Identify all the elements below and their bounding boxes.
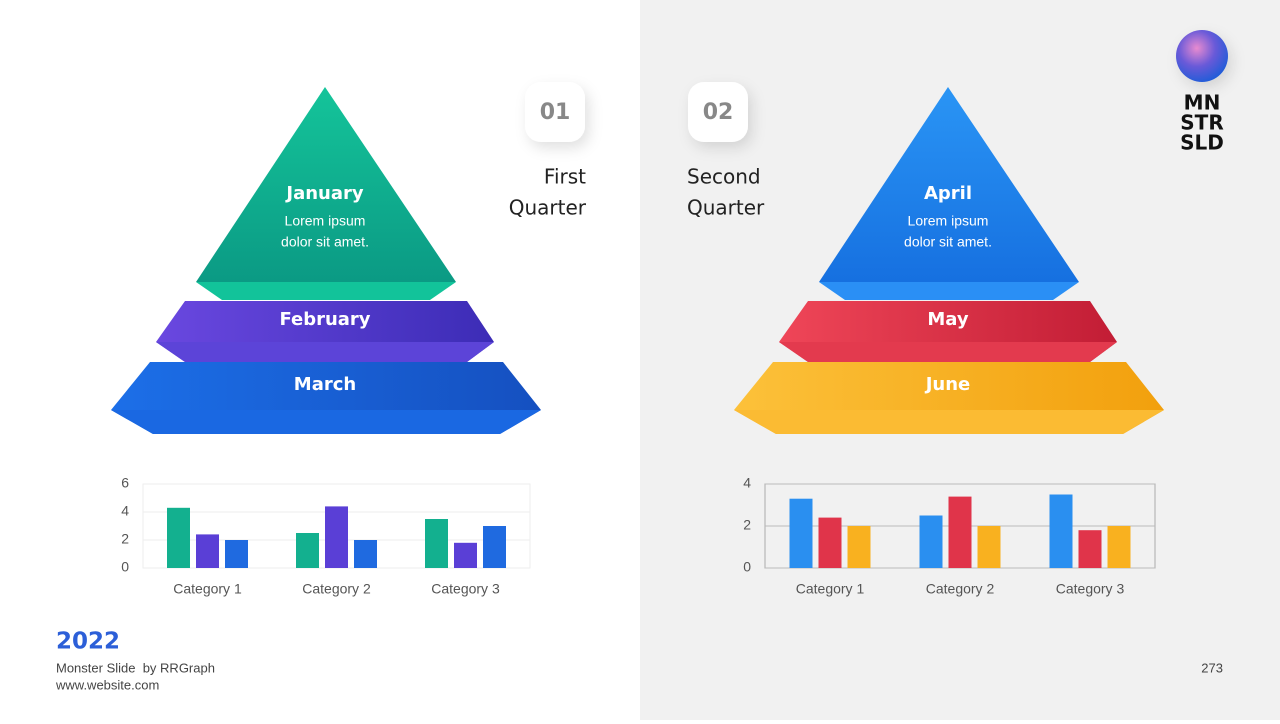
bar: [1049, 494, 1073, 568]
y-tick-label: 2: [121, 531, 129, 547]
pyramid-band-edge: [111, 410, 541, 434]
bar: [225, 540, 248, 568]
pyramid-band-edge: [779, 342, 1117, 362]
y-tick-label: 0: [743, 559, 751, 575]
pyramid-1: January Lorem ipsum dolor sit amet. Febr…: [111, 87, 541, 434]
pyramid-band-edge: [156, 342, 494, 362]
bar: [1107, 526, 1131, 568]
pyramid-band-edge: [734, 410, 1164, 434]
bar: [167, 507, 190, 568]
logo-orb: [1176, 30, 1228, 82]
x-tick-label: Category 2: [302, 581, 371, 597]
bar: [354, 540, 377, 568]
bar: [454, 542, 477, 568]
bar: [789, 498, 813, 568]
level-label: February: [279, 309, 370, 330]
pyramid-top: [196, 87, 456, 282]
pyramid-base: [819, 282, 1079, 300]
x-tick-label: Category 1: [796, 581, 865, 597]
y-tick-label: 6: [121, 475, 129, 491]
pyramid-2: April Lorem ipsum dolor sit amet. May Ju…: [734, 87, 1164, 434]
x-tick-label: Category 2: [926, 581, 995, 597]
bar: [948, 496, 972, 568]
badge-number: 01: [540, 100, 571, 125]
x-tick-label: Category 3: [431, 581, 500, 597]
page-number: 273: [1201, 660, 1223, 675]
y-tick-label: 4: [121, 503, 129, 519]
y-tick-label: 4: [743, 475, 751, 491]
level-text: dolor sit amet.: [281, 234, 369, 250]
charts: 0 2 4 6 Category 1 Category 2 Category 3 0 2 4 Cat…: [121, 475, 1156, 597]
logo-text: MN: [1184, 91, 1221, 115]
level-label: March: [294, 374, 356, 395]
bar: [818, 517, 842, 568]
quarter-title: Second: [687, 165, 761, 189]
year: 2022: [56, 629, 120, 655]
level-text: Lorem ipsum: [285, 213, 366, 229]
bar: [196, 534, 219, 568]
bar: [325, 506, 348, 568]
pyramid-base: [196, 282, 456, 300]
level-label: January: [284, 183, 363, 204]
bar: [847, 526, 871, 568]
bar: [1078, 530, 1102, 568]
x-tick-label: Category 1: [173, 581, 242, 597]
quarter-title: Quarter: [509, 196, 587, 220]
bar: [919, 515, 943, 568]
bar: [425, 519, 448, 568]
credit: Monster Slide by RRGraph: [56, 660, 215, 675]
x-tick-label: Category 3: [1056, 581, 1125, 597]
y-tick-label: 2: [743, 517, 751, 533]
bar: [296, 533, 319, 568]
pyramid-top: [819, 87, 1079, 282]
logo-text: STR: [1180, 111, 1223, 135]
y-tick-label: 0: [121, 559, 129, 575]
quarter-title: Quarter: [687, 196, 765, 220]
quarter-title: First: [544, 165, 586, 189]
level-label: April: [924, 183, 972, 204]
level-label: June: [924, 374, 971, 395]
number-badge: [688, 82, 748, 142]
bar: [977, 526, 1001, 568]
bar: [483, 526, 506, 568]
website: www.website.com: [55, 677, 159, 692]
number-badge: [525, 82, 585, 142]
level-label: May: [927, 309, 969, 330]
level-text: Lorem ipsum: [908, 213, 989, 229]
badge-number: 02: [703, 100, 734, 125]
level-text: dolor sit amet.: [904, 234, 992, 250]
logo-text: SLD: [1180, 131, 1224, 155]
